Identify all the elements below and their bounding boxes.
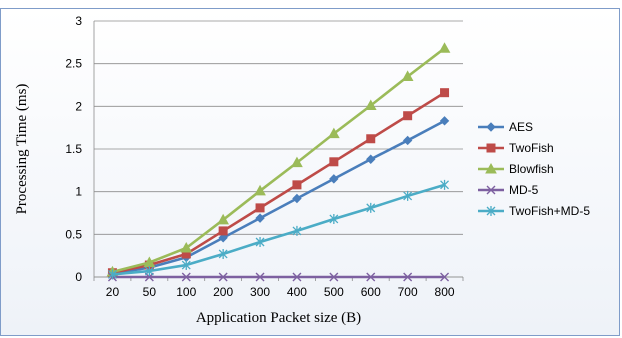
series-twofish-md-5 (107, 179, 450, 280)
data-point-marker (366, 202, 376, 213)
data-point-marker (180, 241, 193, 253)
data-point-marker (255, 272, 265, 282)
data-point-marker (486, 143, 496, 153)
data-point-marker (329, 174, 339, 184)
data-point-marker (366, 134, 376, 144)
data-point-marker (486, 122, 496, 132)
x-axis-title: Application Packet size (B) (196, 310, 361, 326)
series-line (112, 47, 446, 274)
legend-label: Blowfish (509, 162, 554, 176)
data-point-marker (107, 269, 117, 280)
data-point-marker (291, 156, 303, 168)
data-point-marker (486, 185, 496, 195)
legend-item: TwoFish+MD-5 (478, 204, 590, 218)
y-tick-label: 2.5 (65, 57, 82, 71)
series-layer (106, 42, 451, 282)
y-tick-label: 1 (75, 185, 82, 199)
data-point-marker (218, 233, 228, 243)
y-tick-label: 3 (75, 14, 82, 28)
data-point-marker (254, 184, 266, 196)
data-point-marker (485, 162, 497, 174)
x-tick-label: 400 (287, 285, 307, 299)
x-tick-label: 800 (435, 285, 455, 299)
y-tick-label: 0 (75, 270, 82, 284)
legend-item: TwoFish (478, 141, 554, 155)
legend-item: MD-5 (478, 183, 539, 197)
y-tick-label: 2 (75, 99, 82, 113)
data-point-marker (218, 226, 228, 236)
data-point-marker (329, 213, 339, 224)
series-line (112, 183, 445, 276)
series-twofish (107, 88, 450, 278)
data-point-marker (439, 116, 450, 126)
x-tick-label: 200 (213, 285, 233, 299)
data-point-marker (292, 180, 302, 190)
line-chart: 0 0.5 1 1.5 2 2.5 3 20 50 100 200 300 400 500 600 700 80… (14, 14, 590, 326)
legend-item: AES (478, 120, 533, 134)
y-axis-title: Processing Time (ms) (14, 84, 30, 215)
data-point-marker (440, 179, 450, 190)
data-point-marker (403, 111, 413, 121)
data-point-marker (217, 213, 229, 225)
data-point-marker (218, 272, 228, 282)
series-line (112, 91, 446, 275)
data-point-marker (181, 260, 191, 271)
data-point-marker (402, 135, 413, 146)
legend-label: TwoFish+MD-5 (509, 204, 590, 218)
data-point-marker (440, 272, 450, 282)
x-tick-label: 500 (324, 285, 344, 299)
data-point-marker (401, 70, 414, 81)
data-point-marker (144, 266, 154, 277)
data-point-marker (486, 206, 496, 216)
x-tick-label: 300 (250, 285, 270, 299)
gridlines (94, 20, 463, 278)
data-point-marker (403, 190, 413, 201)
legend-label: TwoFish (509, 141, 554, 155)
data-point-marker (403, 272, 413, 282)
data-point-marker (438, 42, 451, 53)
series-line (112, 119, 446, 275)
data-point-marker (181, 272, 191, 282)
x-tick-label: 700 (398, 285, 418, 299)
data-point-marker (292, 225, 302, 236)
data-point-marker (329, 157, 339, 167)
x-tick-label: 100 (176, 285, 196, 299)
data-point-marker (366, 272, 376, 282)
chart-frame: 0 0.5 1 1.5 2 2.5 3 20 50 100 200 300 400 500 600 700 80… (0, 8, 620, 336)
data-point-marker (292, 193, 302, 204)
data-point-marker (364, 99, 377, 110)
y-tick-label: 0.5 (65, 227, 82, 241)
legend-label: MD-5 (509, 183, 539, 197)
x-tick-label: 20 (106, 285, 120, 299)
data-point-marker (440, 88, 450, 98)
data-point-marker (328, 127, 340, 139)
x-tick-label: 50 (143, 285, 157, 299)
y-tick-label: 1.5 (65, 142, 82, 156)
legend-label: AES (509, 120, 533, 134)
data-point-marker (255, 203, 265, 213)
data-point-marker (255, 237, 265, 248)
legend-item: Blowfish (478, 162, 554, 176)
data-point-marker (292, 272, 302, 282)
data-point-marker (255, 213, 265, 223)
series-blowfish (106, 42, 451, 277)
x-tick-label: 600 (361, 285, 381, 299)
legend: AES TwoFish Blowfish MD-5 TwoFish+MD-5 (478, 120, 590, 218)
axes: 0 0.5 1 1.5 2 2.5 3 20 50 100 200 300 400 500 600 700 80… (65, 14, 464, 299)
data-point-marker (329, 272, 339, 282)
data-point-marker (218, 248, 228, 259)
data-point-marker (366, 154, 376, 164)
